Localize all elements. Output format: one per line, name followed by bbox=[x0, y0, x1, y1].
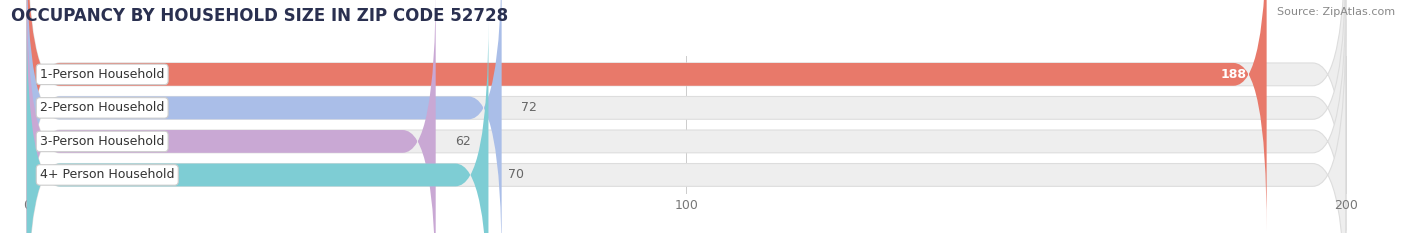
Text: 70: 70 bbox=[508, 168, 524, 182]
Text: 4+ Person Household: 4+ Person Household bbox=[39, 168, 174, 182]
FancyBboxPatch shape bbox=[27, 0, 1346, 231]
Text: 1-Person Household: 1-Person Household bbox=[39, 68, 165, 81]
Text: 3-Person Household: 3-Person Household bbox=[39, 135, 165, 148]
FancyBboxPatch shape bbox=[27, 0, 1346, 233]
Text: 62: 62 bbox=[456, 135, 471, 148]
FancyBboxPatch shape bbox=[27, 0, 502, 233]
FancyBboxPatch shape bbox=[27, 0, 436, 233]
FancyBboxPatch shape bbox=[27, 0, 1267, 231]
FancyBboxPatch shape bbox=[27, 19, 1346, 233]
Text: 188: 188 bbox=[1220, 68, 1247, 81]
Text: OCCUPANCY BY HOUSEHOLD SIZE IN ZIP CODE 52728: OCCUPANCY BY HOUSEHOLD SIZE IN ZIP CODE … bbox=[11, 7, 509, 25]
Text: 2-Person Household: 2-Person Household bbox=[39, 101, 165, 114]
Text: Source: ZipAtlas.com: Source: ZipAtlas.com bbox=[1277, 7, 1395, 17]
FancyBboxPatch shape bbox=[27, 19, 488, 233]
Text: 72: 72 bbox=[522, 101, 537, 114]
FancyBboxPatch shape bbox=[27, 0, 1346, 233]
